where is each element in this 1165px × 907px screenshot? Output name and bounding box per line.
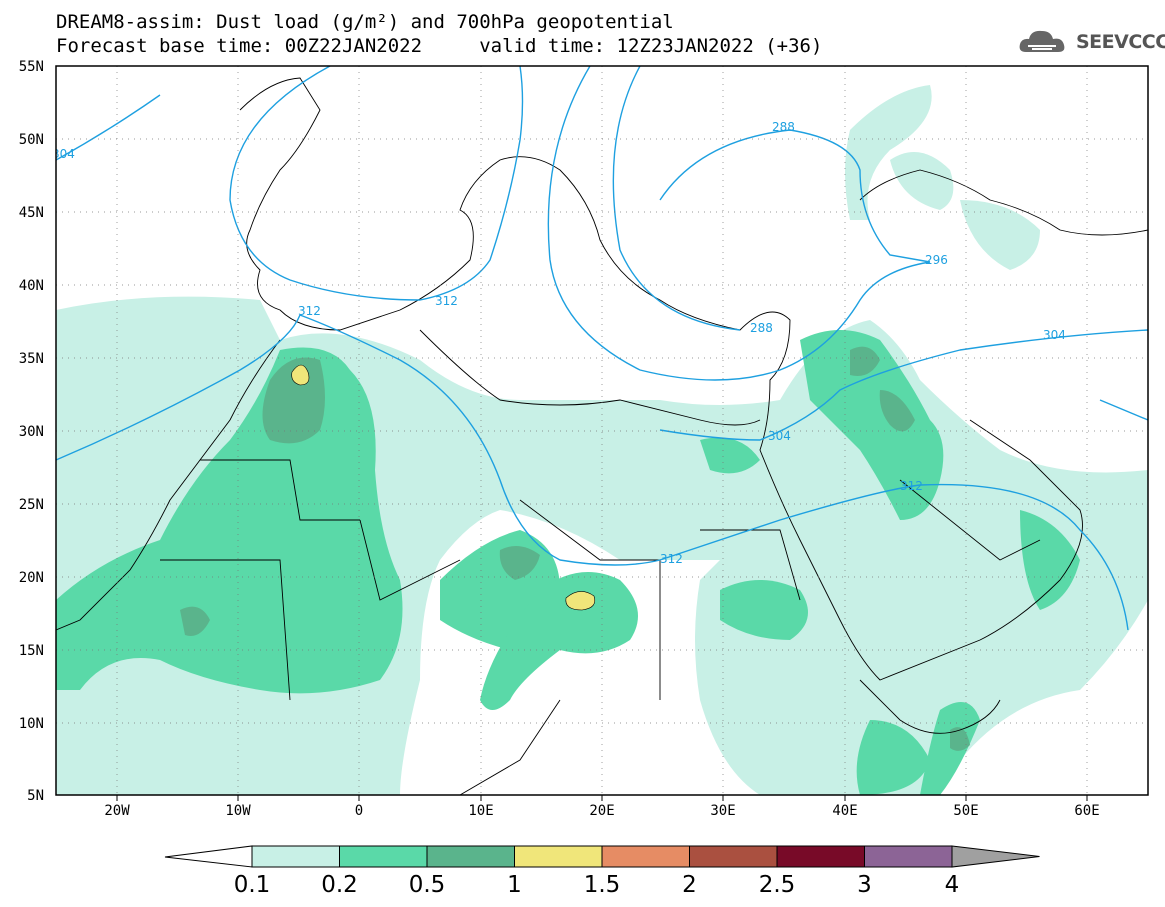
seevccc-logo: SEEVCCC: [1018, 26, 1165, 58]
colorbar: 0.1 0.2 0.5 1 1.5 2 2.5 3 4: [164, 845, 1040, 898]
colorbar-swatch: [426, 845, 515, 868]
latitude-labels: 55N 50N 45N 40N 35N 30N 25N 20N 15N 10N …: [19, 59, 44, 804]
lat-label: 50N: [19, 132, 44, 148]
lat-label: 15N: [19, 643, 44, 659]
lat-label: 20N: [19, 570, 44, 586]
lat-label: 5N: [27, 788, 44, 804]
contour-label: 312: [298, 304, 321, 318]
lat-label: 45N: [19, 205, 44, 221]
lat-label: 25N: [19, 497, 44, 513]
map-title: DREAM8-assim: Dust load (g/m²) and 700hP…: [56, 11, 674, 33]
colorbar-swatch: [251, 845, 340, 868]
contour-label-group: 304 288 312 312 312 296 288 304 304 312: [52, 120, 1066, 566]
colorbar-label: 0.5: [409, 872, 446, 898]
contour-label: 288: [750, 321, 773, 335]
colorbar-label: 1.5: [584, 872, 621, 898]
coastlines: [56, 77, 1148, 795]
colorbar-swatch: [864, 845, 953, 868]
colorbar-label: 0.2: [321, 872, 358, 898]
colorbar-label: 1: [507, 872, 522, 898]
lat-label: 35N: [19, 351, 44, 367]
longitude-labels: 20W 10W 0 10E 20E 30E 40E 50E 60E: [104, 803, 1099, 819]
dust-dark-region: [180, 346, 970, 751]
map-area: 304 288 312 312 312 296 288 304 304 312: [52, 66, 1148, 795]
colorbar-label: 2: [682, 872, 697, 898]
lat-label: 10N: [19, 716, 44, 732]
lon-label: 50E: [953, 803, 978, 819]
colorbar-swatch: [601, 845, 690, 868]
colorbar-swatch: [514, 845, 603, 868]
cloud-icon: [1019, 30, 1065, 52]
lon-label: 40E: [832, 803, 857, 819]
colorbar-extend-min: [164, 845, 253, 868]
lon-label: 10W: [225, 803, 251, 819]
contour-label: 304: [52, 147, 75, 161]
lat-label: 55N: [19, 59, 44, 75]
dust-mid-region: [56, 330, 1080, 795]
contour-label: 296: [925, 253, 948, 267]
lon-label: 0: [355, 803, 363, 819]
lon-label: 20W: [104, 803, 130, 819]
geopotential-contours: [56, 66, 1148, 631]
logo-text: SEEVCCC: [1076, 31, 1165, 53]
colorbar-swatch: [689, 845, 778, 868]
colorbar-label: 2.5: [759, 872, 796, 898]
colorbar-label: 3: [857, 872, 872, 898]
colorbar-swatch: [339, 845, 428, 868]
colorbar-extend-max: [951, 845, 1040, 868]
contour-label: 288: [772, 120, 795, 134]
lat-label: 40N: [19, 278, 44, 294]
contour-label: 304: [1043, 328, 1066, 342]
lon-label: 30E: [710, 803, 735, 819]
contour-label: 312: [660, 552, 683, 566]
colorbar-label: 4: [945, 872, 960, 898]
lon-label: 20E: [589, 803, 614, 819]
lon-label: 60E: [1074, 803, 1099, 819]
graticule: [56, 66, 1148, 795]
forecast-time: Forecast base time: 00Z22JAN2022 valid t…: [56, 35, 823, 57]
lon-label: 10E: [468, 803, 493, 819]
colorbar-label: 0.1: [234, 872, 271, 898]
colorbar-swatch: [776, 845, 865, 868]
dust-peak-region: [291, 364, 596, 611]
lat-label: 30N: [19, 424, 44, 440]
contour-label: 304: [768, 429, 791, 443]
contour-label: 312: [435, 294, 458, 308]
contour-label: 312: [900, 479, 923, 493]
axis-ticks: [116, 795, 1088, 801]
